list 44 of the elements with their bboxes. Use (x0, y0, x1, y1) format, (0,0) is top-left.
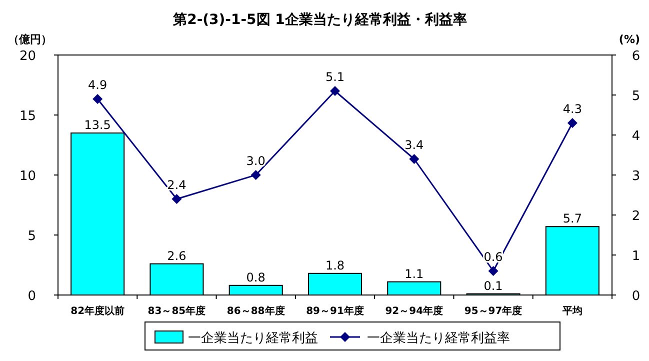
y-tick-label: 20 (19, 49, 36, 64)
y2-tick-label: 5 (632, 89, 640, 104)
point (409, 154, 420, 164)
y2-tick-label: 0 (632, 289, 640, 304)
x-tick-label: 平均 (561, 305, 582, 317)
x-tick-label: 95～97年度 (464, 305, 522, 317)
data-label: 1.1 (404, 266, 424, 281)
y2-axis-title: (%) (618, 33, 640, 46)
data-label: 4.9 (88, 78, 108, 92)
legend-label: 一企業当たり経常利益 (188, 331, 318, 346)
y-tick-label: 0 (28, 289, 36, 304)
x-tick-label: 82年度以前 (70, 305, 125, 317)
data-label: 2.4 (167, 178, 186, 192)
y-axis-title: （億円） (8, 33, 52, 46)
x-tick-label: 83～85年度 (148, 305, 206, 317)
x-tick-label: 89～91年度 (306, 305, 364, 317)
data-label: 1.8 (325, 258, 345, 272)
y-tick-label: 5 (28, 229, 36, 244)
y2-tick-label: 4 (632, 129, 640, 144)
y-tick-label: 15 (19, 109, 36, 124)
data-label: 3.4 (404, 138, 424, 152)
x-tick-label: 86～88年度 (226, 305, 285, 317)
point (330, 86, 340, 96)
point (488, 266, 498, 276)
data-label: 2.6 (167, 248, 186, 263)
data-label: 3.0 (246, 154, 266, 168)
x-tick-label: 92～94年度 (385, 305, 444, 317)
y2-tick-label: 3 (632, 169, 640, 184)
y2-tick-label: 1 (632, 249, 640, 264)
point (567, 118, 578, 128)
chart-title: 第2-(3)-1-5図 1企業当たり経常利益・利益率 (172, 11, 467, 28)
data-label: 5.1 (325, 70, 345, 84)
point (92, 94, 103, 104)
point (172, 194, 182, 204)
legend-label: 一企業当たり経常利益率 (367, 330, 510, 346)
y2-tick-label: 2 (632, 209, 640, 224)
point (250, 170, 261, 180)
data-label: 0.1 (484, 278, 503, 293)
data-label: 0.8 (246, 270, 266, 284)
y-tick-label: 10 (19, 169, 36, 184)
data-label: 5.7 (562, 212, 582, 226)
data-label: 13.5 (84, 118, 111, 132)
data-label: 4.3 (562, 102, 582, 116)
y2-tick-label: 6 (632, 49, 640, 64)
